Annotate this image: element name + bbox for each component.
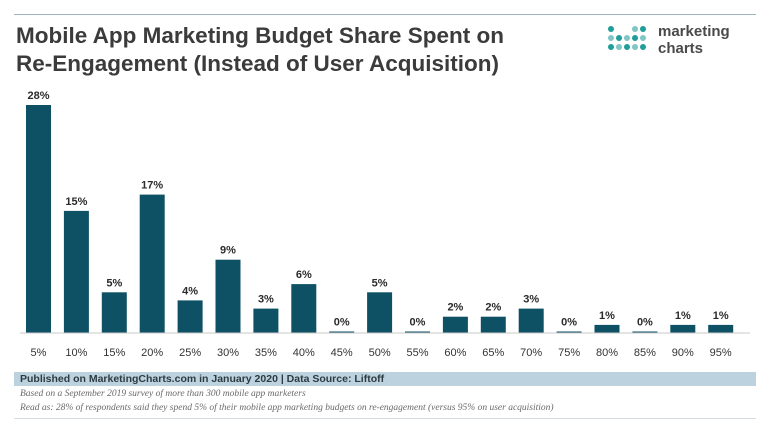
value-label-95%: 1% (713, 310, 729, 322)
source-text: Published on MarketingCharts.com in Janu… (20, 373, 385, 385)
title-line-1: Mobile App Marketing Budget Share Spent … (16, 23, 504, 48)
bar-85% (632, 331, 658, 333)
value-label-25%: 4% (182, 285, 198, 297)
value-label-70%: 3% (523, 294, 539, 306)
logo-text-line-1: marketing (658, 23, 730, 40)
logo-dot (624, 35, 630, 41)
tick-label-50%: 50% (369, 347, 391, 359)
bar-70% (518, 308, 544, 333)
tick-label-55%: 55% (406, 347, 428, 359)
value-label-60%: 2% (447, 302, 463, 314)
bar-80% (594, 324, 620, 333)
value-label-5%: 28% (27, 90, 49, 102)
logo-dot (624, 44, 630, 50)
tick-label-30%: 30% (217, 347, 239, 359)
value-label-80%: 1% (599, 310, 615, 322)
chart-title: Mobile App Marketing Budget Share Spent … (16, 22, 576, 78)
bar-30% (215, 259, 241, 333)
bar-15% (101, 292, 127, 333)
bar-60% (442, 316, 468, 333)
source-bar: Published on MarketingCharts.com in Janu… (14, 372, 756, 386)
bar-25% (177, 300, 203, 333)
logo-dot (632, 35, 638, 41)
bar-50% (367, 292, 393, 333)
tick-label-75%: 75% (558, 347, 580, 359)
tick-label-80%: 80% (596, 347, 618, 359)
tick-label-10%: 10% (65, 347, 87, 359)
tick-label-65%: 65% (482, 347, 504, 359)
logo-dot (608, 35, 614, 41)
tick-label-20%: 20% (141, 347, 163, 359)
bar-35% (253, 308, 279, 333)
title-line-2: Re-Engagement (Instead of User Acquisiti… (16, 51, 499, 76)
logo-dot (640, 44, 646, 50)
bars-group (26, 105, 734, 333)
top-rule (14, 14, 756, 15)
tick-label-85%: 85% (634, 347, 656, 359)
tick-label-90%: 90% (672, 347, 694, 359)
value-label-35%: 3% (258, 294, 274, 306)
bar-20% (139, 194, 165, 333)
value-label-30%: 9% (220, 245, 236, 257)
logo-dot (632, 26, 638, 32)
bar-chart: 28% 15% 5% 17% 4% 9% 3% 6% 0% 5% 0% 2% 2% 3% 0% 1% 0% 1% 1… (20, 90, 750, 359)
logo-dots-icon (608, 26, 646, 50)
bar-10% (63, 210, 89, 333)
tick-labels-group: 5% 10% 15% 20% 25% 30% 35% 40% 45% 50% 55% 60% 65% 70… (31, 347, 732, 359)
logo-dot (632, 44, 638, 50)
value-label-10%: 15% (65, 196, 87, 208)
bar-45% (329, 331, 355, 333)
value-label-50%: 5% (372, 277, 388, 289)
value-labels-group: 28% 15% 5% 17% 4% 9% 3% 6% 0% 5% 0% 2% 2% 3% 0% 1% 0% 1% 1… (27, 90, 728, 329)
footer-rule (14, 418, 756, 419)
marketingcharts-logo: marketing charts (606, 22, 756, 62)
value-label-45%: 0% (334, 317, 350, 329)
logo-dot (616, 44, 622, 50)
value-label-85%: 0% (637, 317, 653, 329)
bar-5% (26, 105, 51, 333)
tick-label-60%: 60% (444, 347, 466, 359)
value-label-15%: 5% (106, 277, 122, 289)
bar-55% (405, 331, 430, 333)
tick-label-5%: 5% (31, 347, 47, 359)
bar-65% (480, 316, 506, 333)
value-label-55%: 0% (410, 317, 426, 329)
tick-label-95%: 95% (710, 347, 732, 359)
read-as-note: Read as: 28% of respondents said they sp… (20, 403, 554, 413)
value-label-20%: 17% (141, 180, 163, 192)
survey-note: Based on a September 2019 survey of more… (20, 389, 306, 399)
bar-90% (670, 324, 696, 333)
bar-40% (291, 284, 317, 333)
tick-label-25%: 25% (179, 347, 201, 359)
tick-label-15%: 15% (103, 347, 125, 359)
bar-95% (708, 324, 734, 333)
tick-label-40%: 40% (293, 347, 315, 359)
bar-75% (556, 331, 582, 333)
logo-dot (608, 26, 614, 32)
value-label-75%: 0% (561, 317, 577, 329)
value-label-65%: 2% (485, 302, 501, 314)
value-label-40%: 6% (296, 269, 312, 281)
value-label-90%: 1% (675, 310, 691, 322)
logo-text-line-2: charts (658, 40, 704, 57)
logo-dot (640, 26, 646, 32)
tick-label-45%: 45% (331, 347, 353, 359)
tick-label-70%: 70% (520, 347, 542, 359)
logo-dot (608, 44, 614, 50)
logo-dot (640, 35, 646, 41)
logo-text: marketing charts (658, 23, 730, 57)
logo-dot (616, 35, 622, 41)
tick-label-35%: 35% (255, 347, 277, 359)
